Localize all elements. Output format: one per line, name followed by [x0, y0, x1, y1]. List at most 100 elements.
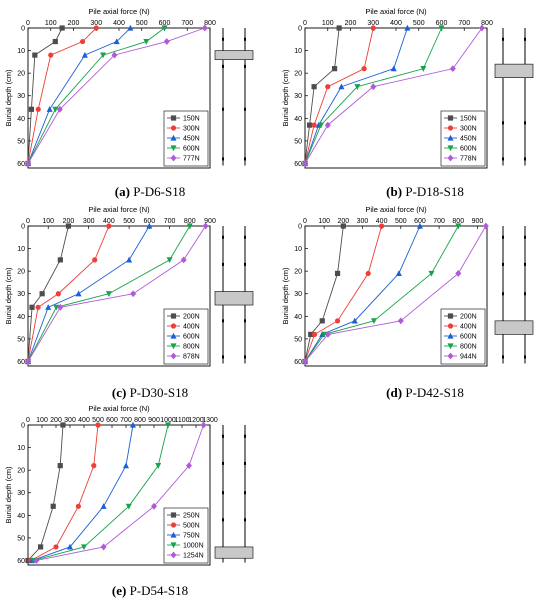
series-point-1000N: [165, 422, 171, 429]
x-tick-label: 300: [357, 218, 369, 225]
series-point-450N: [404, 24, 411, 31]
series-line-1000N: [33, 424, 169, 561]
plot-frame: [304, 225, 488, 367]
legend-label: 1000N: [183, 543, 204, 550]
series-point-300N: [361, 66, 367, 72]
x-tick-label: 0: [26, 218, 30, 225]
legend-label: 450N: [183, 136, 200, 143]
series-line-150N: [27, 27, 63, 164]
y-tick-label: 50: [17, 336, 25, 343]
x-tick-label: 1300: [202, 417, 218, 424]
legend-label: 300N: [183, 126, 200, 133]
series-point-300N: [80, 38, 86, 45]
legend-label: 600N: [183, 334, 200, 341]
pile-schematic: [214, 226, 254, 364]
x-tick-label: 900: [472, 218, 484, 225]
series-point-600N: [143, 38, 150, 45]
series-point-878N: [180, 256, 187, 264]
plot-frame: [27, 225, 211, 367]
x-tick-label: 100: [42, 218, 54, 225]
y-tick-label: 0: [21, 423, 25, 430]
gauge-mark: [222, 319, 224, 323]
legend-marker: [170, 323, 177, 329]
panel-caption: (c) P-D30-S18: [112, 385, 188, 400]
gauge-mark: [524, 37, 526, 41]
x-tick-label: 0: [26, 20, 30, 27]
series-point-878N: [25, 358, 31, 365]
legend-marker: [170, 352, 177, 360]
series-point-150N: [306, 122, 313, 128]
gauge-mark: [244, 262, 246, 266]
legend-label: 600N: [460, 334, 477, 341]
series-point-944N: [482, 222, 489, 230]
series-point-500N: [91, 463, 97, 469]
gauge-mark: [524, 157, 526, 161]
legend-label: 150N: [460, 116, 477, 123]
series-point-200N: [308, 331, 314, 337]
x-tick-label: 300: [83, 218, 95, 225]
caption-letter: (e): [112, 583, 126, 598]
x-tick-label: 500: [395, 218, 407, 225]
series-point-878N: [202, 222, 209, 230]
x-axis-label: Pile axial force (N): [365, 7, 427, 16]
series-point-450N: [338, 83, 345, 90]
x-tick-label: 800: [481, 20, 493, 27]
legend-marker: [170, 115, 177, 121]
x-tick-label: 500: [123, 218, 135, 225]
shaded-zone: [494, 63, 534, 78]
y-tick-label: 60: [294, 161, 302, 168]
gauge-mark: [524, 235, 526, 239]
series-point-500N: [95, 422, 101, 428]
x-tick-label: 700: [458, 20, 470, 27]
x-tick-label: 1200: [188, 417, 204, 424]
legend-marker: [170, 542, 177, 549]
series-point-800N: [370, 318, 377, 325]
x-tick-label: 400: [103, 218, 115, 225]
y-tick-label: 50: [294, 138, 302, 145]
series-line-600N: [27, 27, 165, 164]
series-point-800N: [105, 291, 112, 297]
plot-frame: [27, 424, 211, 566]
chart-panel-4: 0 100 200 300 400 500 600 700 800 900 100011001200…: [4, 404, 254, 598]
y-tick-label: 60: [17, 161, 25, 168]
gauge-mark: [222, 461, 224, 465]
gauge-mark: [524, 355, 526, 359]
legend-label: 600N: [460, 146, 477, 153]
legend-marker: [170, 313, 177, 319]
series-point-600N: [75, 290, 82, 297]
legend-marker: [447, 352, 454, 360]
x-tick-label: 400: [78, 417, 90, 424]
series-point-250N: [38, 544, 44, 550]
gauge-mark: [244, 64, 246, 68]
legend-marker: [170, 551, 177, 559]
y-tick-label: 50: [17, 535, 25, 542]
series-point-1254N: [200, 421, 207, 429]
series-point-800N: [428, 270, 435, 277]
series-point-600N: [438, 25, 445, 32]
y-tick-label: 40: [17, 116, 25, 123]
x-tick-label: 600: [436, 20, 448, 27]
legend-label: 878N: [183, 354, 200, 361]
y-tick-label: 40: [17, 513, 25, 520]
gauge-mark: [222, 518, 224, 522]
legend-marker: [447, 134, 454, 141]
series-point-150N: [336, 25, 342, 31]
series-point-1254N: [151, 502, 157, 510]
y-tick-label: 30: [17, 93, 25, 100]
y-tick-label: 0: [298, 224, 302, 231]
y-axis-label: Burial depth (cm): [4, 69, 13, 127]
gauge-mark: [222, 491, 224, 495]
shaded-zone: [214, 546, 254, 559]
caption-letter: (b): [386, 184, 402, 199]
legend-label: 800N: [183, 344, 200, 351]
series-point-1254N: [186, 462, 192, 470]
legend-marker: [170, 134, 177, 141]
series-point-600N: [45, 304, 52, 310]
gauge-mark: [502, 235, 504, 239]
x-tick-label: 800: [452, 218, 464, 225]
x-tick-label: 600: [143, 218, 155, 225]
series-point-200N: [39, 291, 45, 297]
y-tick-label: 10: [17, 48, 25, 55]
legend-marker: [170, 145, 177, 152]
legend-label: 250N: [183, 513, 200, 520]
